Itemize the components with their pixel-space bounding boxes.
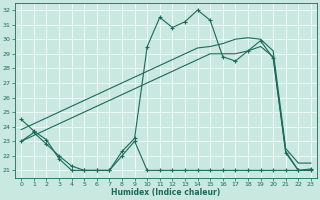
X-axis label: Humidex (Indice chaleur): Humidex (Indice chaleur) — [111, 188, 221, 197]
